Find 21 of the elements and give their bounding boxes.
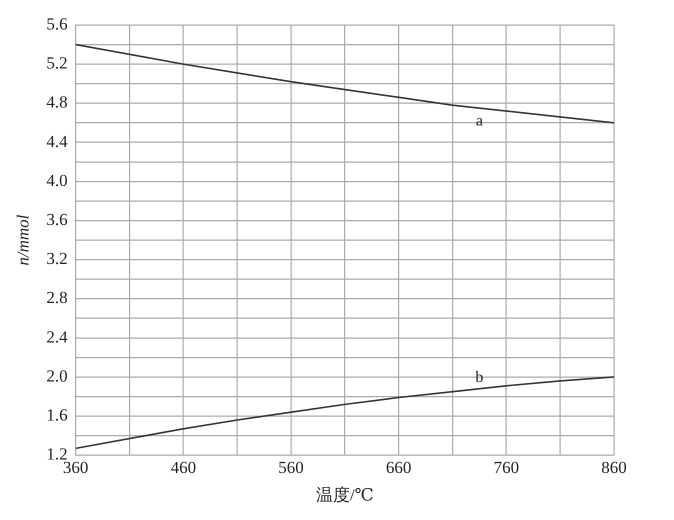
x-tick-label: 560	[278, 458, 304, 477]
y-tick-label: 2.4	[46, 327, 68, 346]
x-tick-label: 360	[62, 458, 88, 477]
y-tick-label: 4.0	[46, 170, 68, 190]
y-tick-label: 3.6	[46, 210, 68, 230]
y-tick-label: 3.2	[46, 249, 68, 268]
y-tick-label: 4.4	[46, 132, 68, 151]
series-label: a	[476, 112, 483, 130]
y-tick-label: 2.8	[46, 288, 68, 308]
x-axis-title: 温度/℃	[316, 485, 374, 504]
y-tick-label: 5.2	[46, 54, 68, 73]
x-tick-label: 760	[494, 458, 520, 477]
x-tick-label: 860	[601, 458, 627, 477]
y-tick-label: 4.8	[46, 92, 68, 112]
y-axis-title: n/mmol	[14, 214, 33, 266]
series-label: b	[475, 368, 484, 386]
y-tick-label: 2.0	[46, 366, 68, 386]
y-tick-label: 5.6	[46, 14, 68, 34]
x-tick-label: 660	[386, 458, 412, 477]
y-tick-label: 1.6	[46, 406, 68, 425]
x-tick-label: 460	[170, 458, 196, 477]
